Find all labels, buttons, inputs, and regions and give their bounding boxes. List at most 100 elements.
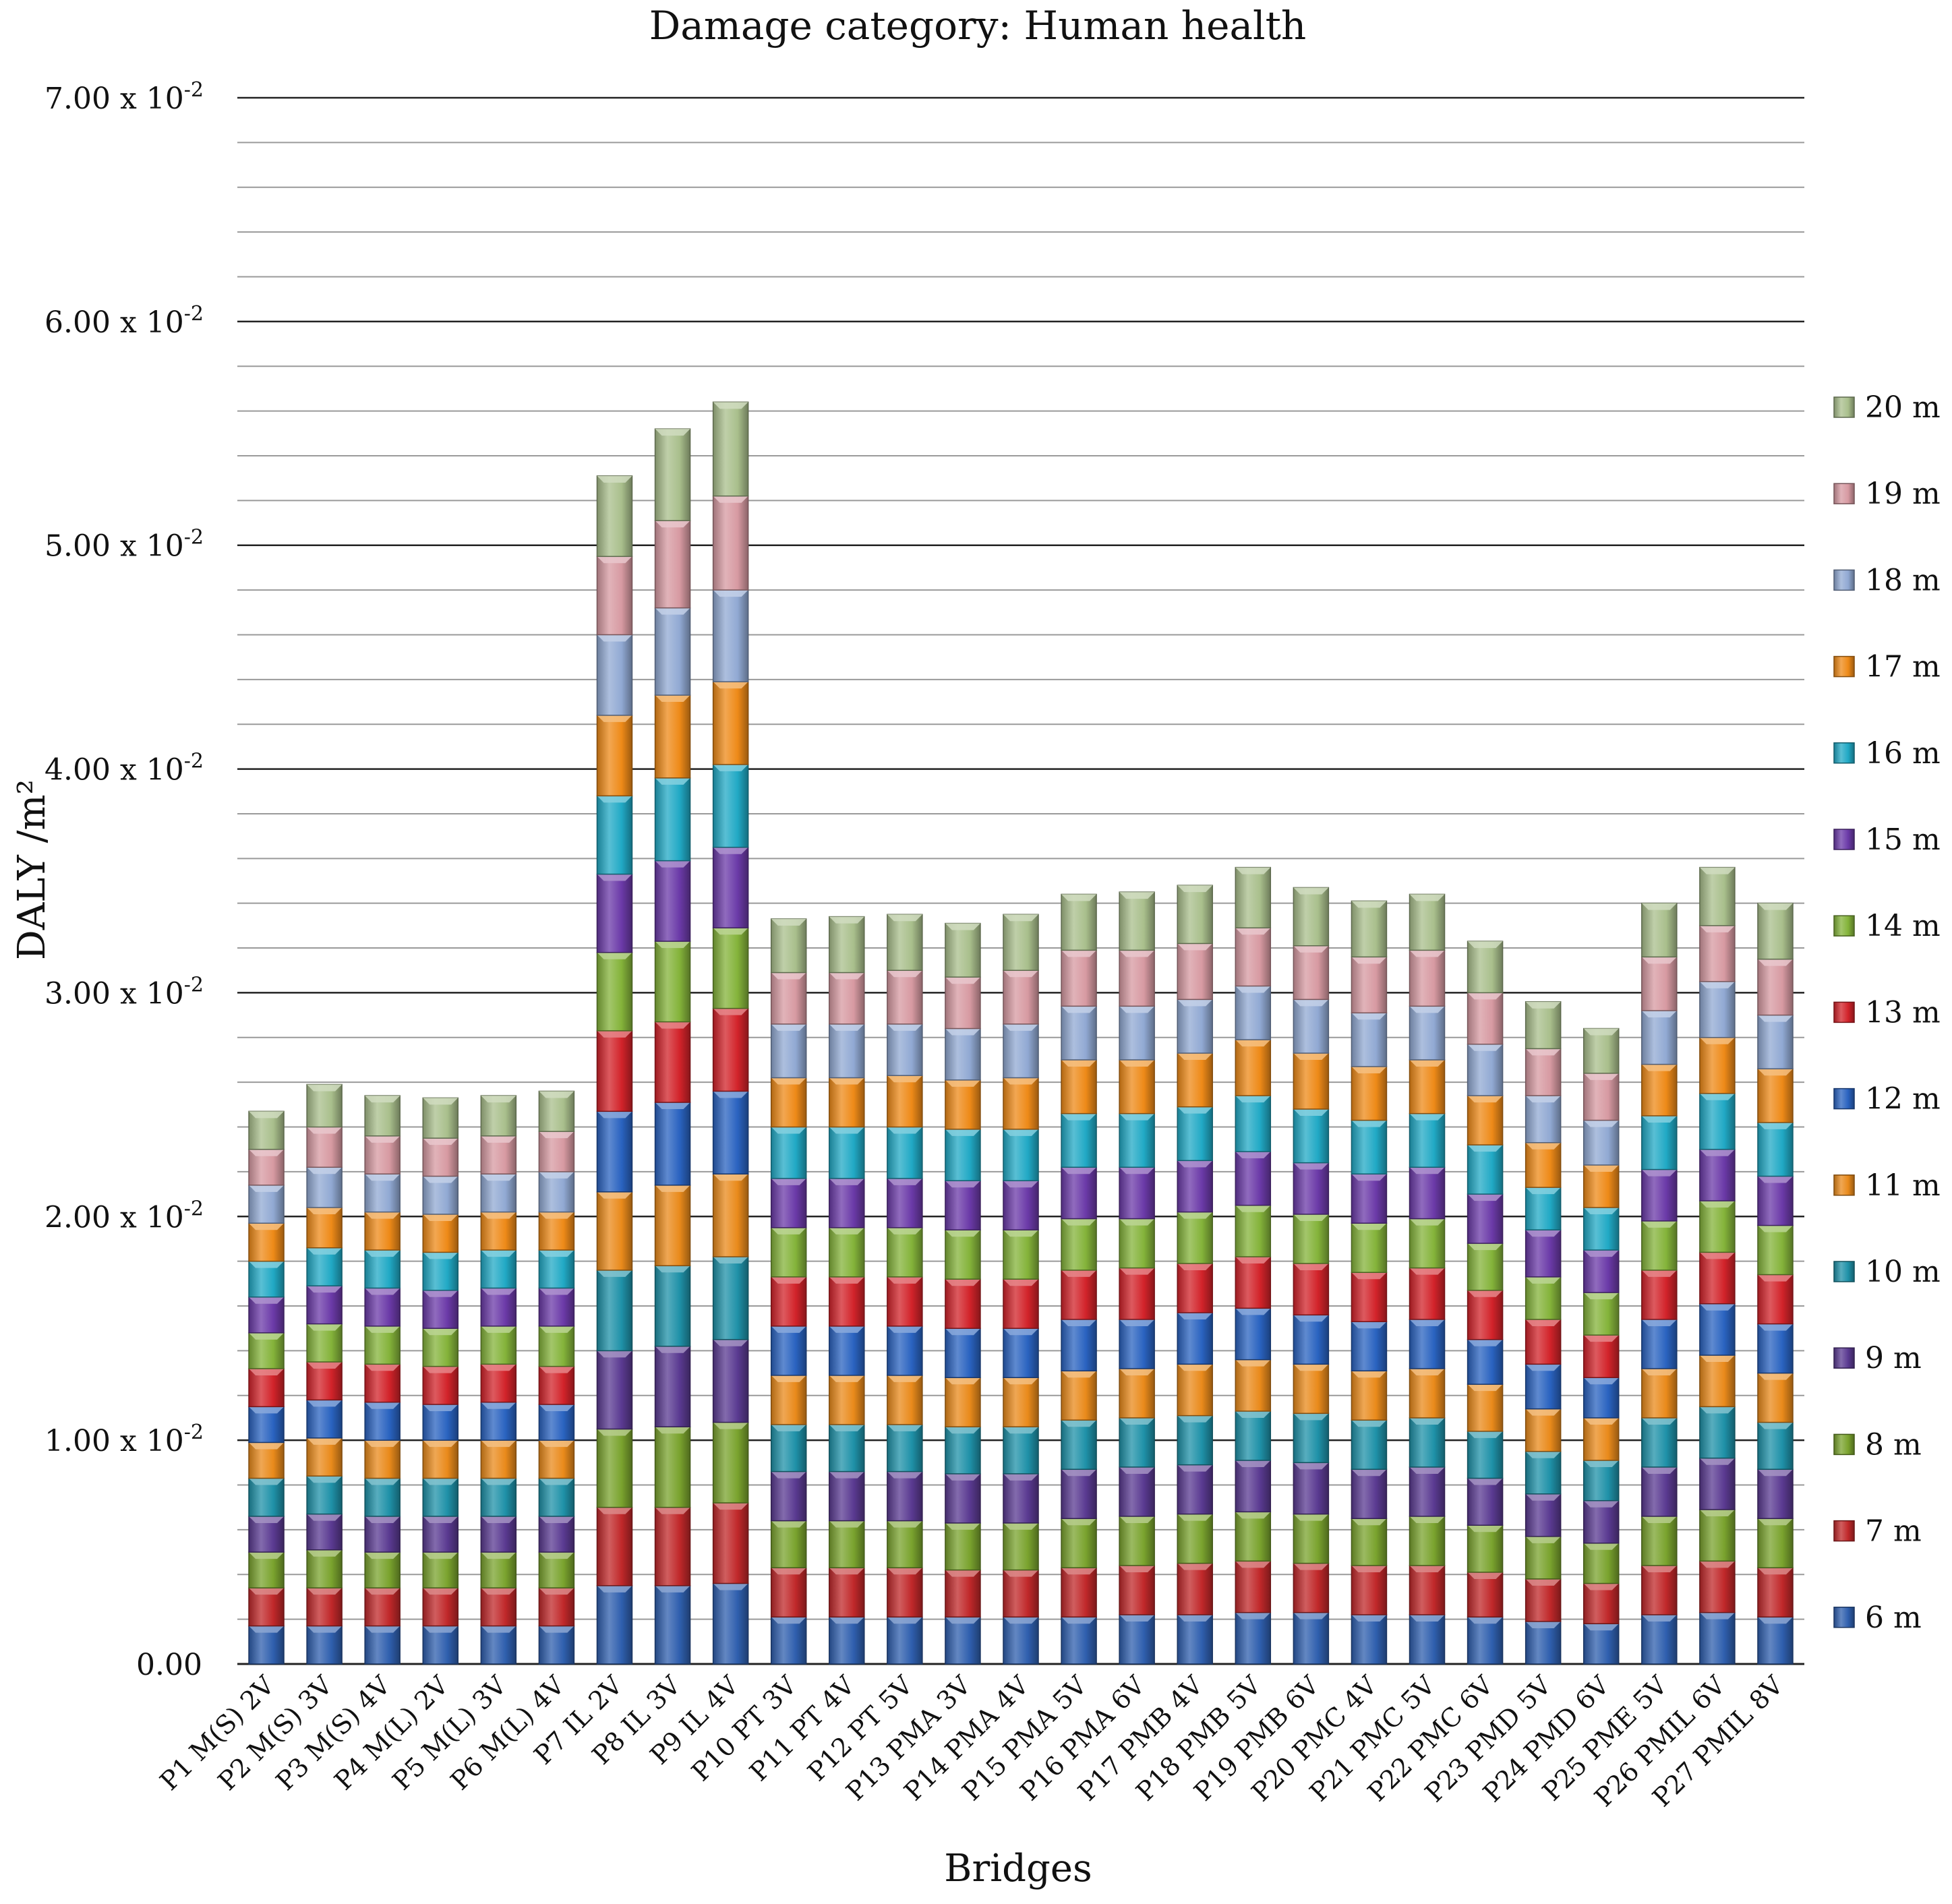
bar-segment-bevel <box>423 1176 459 1183</box>
bar-segment <box>1699 1457 1736 1510</box>
bar-segment-bevel <box>1583 1164 1619 1172</box>
bar-segment-bevel <box>1467 1339 1503 1346</box>
bar-segment <box>829 1227 865 1278</box>
bar-segment <box>1119 1005 1155 1061</box>
bar-segment-bevel <box>423 1478 459 1485</box>
bar-segment <box>945 1328 981 1378</box>
bar-segment-bevel <box>1699 981 1735 988</box>
bar-segment <box>1467 1095 1504 1146</box>
bar-segment-bevel <box>1583 1250 1619 1257</box>
bar-segment <box>538 1090 575 1132</box>
bar-segment <box>596 951 633 1032</box>
legend-swatch <box>1833 1607 1855 1628</box>
bar-segment <box>596 1350 633 1430</box>
bars <box>248 401 1794 1665</box>
bar-segment <box>945 922 981 978</box>
bar-segment-bevel <box>1699 1303 1735 1311</box>
bar-segment-bevel <box>1467 1478 1503 1485</box>
bar-segment-bevel <box>423 1516 459 1523</box>
bar-segment-bevel <box>1061 1617 1097 1624</box>
legend-label: 8 m <box>1865 1427 1922 1462</box>
bar-segment <box>945 1229 981 1280</box>
bar-segment-bevel <box>887 1471 922 1479</box>
bar-segment <box>1293 1513 1330 1564</box>
bar-segment-bevel <box>1235 1040 1271 1047</box>
bar-segment-bevel <box>1351 1120 1387 1127</box>
bar-segment-bevel <box>1351 1272 1387 1280</box>
legend-swatch <box>1833 829 1855 850</box>
legend-label: 15 m <box>1865 823 1941 857</box>
bar-segment-bevel <box>1003 1377 1038 1385</box>
bar-segment <box>1525 1229 1562 1278</box>
bar-segment-bevel <box>481 1288 516 1295</box>
legend-item: 10 m <box>1833 1255 1941 1289</box>
bar-segment <box>1409 1005 1446 1061</box>
bar-segment-bevel <box>1003 1570 1038 1577</box>
bar-segment <box>596 1270 633 1352</box>
bar-segment-bevel <box>1235 1612 1271 1619</box>
bar-segment-bevel <box>1525 1408 1561 1416</box>
bar-segment <box>1757 1068 1794 1123</box>
bar-segment <box>654 1265 691 1347</box>
bar-segment-bevel <box>1293 1315 1329 1322</box>
bar-segment <box>1351 1468 1388 1520</box>
bar-segment <box>1641 1319 1678 1369</box>
bar-segment-bevel <box>945 1328 980 1336</box>
legend-swatch <box>1833 1001 1855 1023</box>
bar-segment-bevel <box>945 923 980 930</box>
bar-segment <box>1409 1218 1446 1269</box>
bar-segment-bevel <box>713 1008 748 1015</box>
bar-segment <box>1177 999 1213 1054</box>
bar-segment-bevel <box>771 1227 806 1234</box>
bar-segment <box>1583 1073 1620 1121</box>
y-axis-label: DALY /m² <box>10 779 54 960</box>
bar-segment <box>1235 1256 1272 1309</box>
bar-segment-bevel <box>539 1440 574 1448</box>
bar-segment-bevel <box>307 1323 343 1331</box>
bar-segment <box>1641 1270 1678 1320</box>
bar-segment-bevel <box>1583 1583 1619 1590</box>
bar-segment-bevel <box>713 590 748 597</box>
bar-segment-bevel <box>1699 925 1735 932</box>
bar-segment-bevel <box>771 1471 806 1479</box>
y-tick-label: 5.00 x 10-2 <box>45 526 204 564</box>
bar-segment-bevel <box>1177 1053 1213 1061</box>
bar-segment-bevel <box>1177 943 1213 951</box>
bar-segment-bevel <box>249 1261 285 1268</box>
bar-segment <box>1641 1417 1678 1468</box>
bar-segment <box>1061 1419 1097 1470</box>
bar-segment-bevel <box>423 1552 459 1559</box>
bar-segment-bevel <box>1235 867 1271 874</box>
bar-segment <box>1467 941 1504 994</box>
bar-segment-bevel <box>1293 1053 1329 1061</box>
bar-segment-bevel <box>1061 1371 1097 1378</box>
bar-segment-bevel <box>1003 1522 1038 1530</box>
bar-segment <box>712 1339 749 1423</box>
bar-segment <box>654 520 691 609</box>
bar-segment-bevel <box>481 1135 516 1143</box>
bar-segment-bevel <box>945 1617 980 1624</box>
bar-segment-bevel <box>1351 1565 1387 1572</box>
bar-segment <box>1699 1200 1736 1253</box>
bar-segment <box>654 1021 691 1103</box>
bar-segment <box>1699 1509 1736 1562</box>
bar-segment <box>1467 1290 1504 1340</box>
bar-segment <box>887 1276 923 1327</box>
bar-segment-bevel <box>713 682 748 689</box>
bar-segment-bevel <box>307 1514 343 1521</box>
bar-segment <box>480 1516 517 1553</box>
bar-segment-bevel <box>539 1552 574 1559</box>
bar-segment-bevel <box>945 1079 980 1087</box>
bar-segment <box>1409 1565 1446 1615</box>
bar-segment-bevel <box>481 1364 516 1371</box>
bar-segment-bevel <box>1409 1006 1445 1013</box>
bar-segment-bevel <box>539 1250 574 1257</box>
bar-segment <box>654 607 691 696</box>
bar-segment-bevel <box>771 1617 806 1624</box>
bar-segment <box>1641 1368 1678 1419</box>
bar-segment <box>1757 1468 1794 1520</box>
bar-segment <box>1351 1321 1388 1372</box>
bar-segment-bevel <box>1235 1308 1271 1315</box>
bar-segment <box>1525 1493 1562 1537</box>
bar-segment-bevel <box>1525 1001 1561 1009</box>
